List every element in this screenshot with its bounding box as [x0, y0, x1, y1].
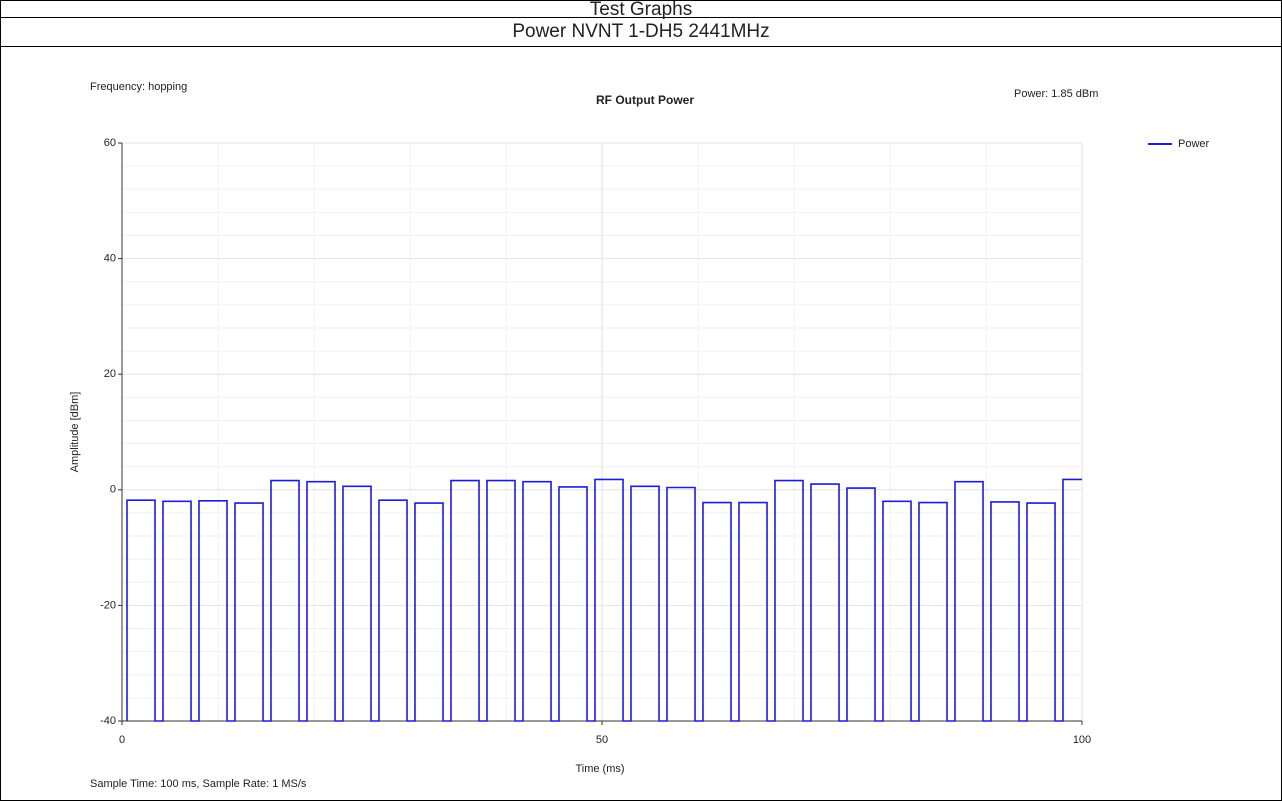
- y-tick-label: 60: [104, 137, 116, 149]
- footer: Sample Time: 100 ms, Sample Rate: 1 MS/s: [90, 778, 307, 790]
- y-tick-label: -40: [100, 715, 116, 727]
- y-tick-label: 0: [110, 484, 116, 496]
- legend-label: Power: [1178, 138, 1210, 150]
- x-axis-label: Time (ms): [575, 763, 624, 775]
- table-subtitle: Power NVNT 1-DH5 2441MHz: [512, 21, 769, 42]
- y-axis-label: Amplitude [dBm]: [69, 392, 81, 473]
- series-line: [126, 478, 1082, 722]
- y-tick-label: 20: [104, 368, 116, 380]
- table-title: Test Graphs: [590, 0, 692, 20]
- annotation: Power: 1.85 dBm: [1014, 88, 1098, 100]
- y-tick-label: 40: [104, 253, 116, 265]
- y-tick-label: -20: [100, 599, 116, 611]
- chart-title: RF Output Power: [596, 93, 694, 107]
- x-tick-label: 50: [596, 734, 608, 746]
- x-tick-label: 100: [1073, 734, 1091, 746]
- annotation: Frequency: hopping: [90, 81, 187, 93]
- x-tick-label: 0: [119, 734, 125, 746]
